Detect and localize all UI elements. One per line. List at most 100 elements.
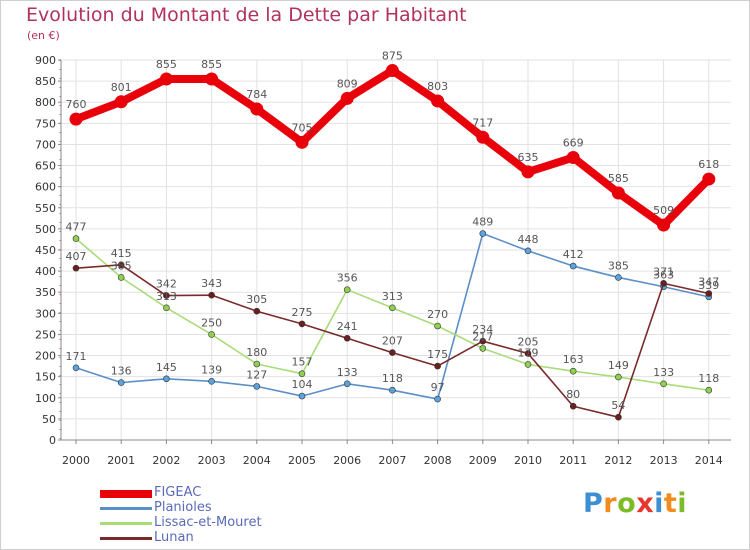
chart-title: Evolution du Montant de la Dette par Hab… [26,4,467,26]
logo-letter: i [654,488,664,519]
data-label: 618 [698,158,719,171]
data-point [208,331,215,338]
data-label: 145 [156,361,177,374]
data-point [615,274,622,281]
y-tick-label: 800 [35,96,56,109]
y-tick-label: 400 [35,265,56,278]
legend-item-lunan: Lunan [100,530,400,546]
data-point [389,304,396,312]
series-figeac [69,64,716,232]
legend-label: Lunan [154,530,194,545]
legend-item-figeac: FIGEAC [100,485,400,501]
data-point [431,94,445,108]
data-label: 180 [246,346,267,359]
data-point [611,186,625,200]
data-labels: 171 136 145 139 127 104 133 118 97 489 448 412 385 36… [66,50,720,413]
data-label: 448 [518,233,539,246]
data-point [569,262,577,270]
data-point [479,345,487,352]
legend-label: Lissac-et-Mouret [154,515,262,530]
data-label: 207 [382,335,403,348]
x-tick-label: 2005 [288,454,316,467]
series-lunan [72,261,713,421]
data-point [253,383,261,390]
logo-letter: o [617,488,637,519]
data-point [702,172,716,186]
x-tick-label: 2010 [514,454,542,467]
logo-letter: i [677,488,688,519]
y-tick-label: 700 [35,138,56,151]
data-label: 157 [292,356,313,369]
data-point [72,364,80,372]
y-tick-label: 150 [35,371,56,384]
logo-letter: x [636,488,655,519]
data-point [389,349,396,356]
data-label: 313 [156,290,177,303]
data-point [521,165,535,179]
series-lissac-et-mouret [72,235,713,394]
data-point [343,380,351,388]
data-label: 80 [566,388,580,401]
y-tick-label: 650 [35,160,56,173]
y-tick-label: 100 [35,392,56,405]
legend-swatch [100,490,152,498]
data-label: 205 [518,335,539,348]
data-label: 241 [337,320,358,333]
data-label: 875 [382,50,403,63]
data-label: 489 [472,216,493,229]
legend-swatch [100,507,152,510]
y-tick-label: 350 [35,286,56,299]
legend-item-lissac-et-mouret: Lissac-et-Mouret [100,515,400,531]
x-tick-label: 2013 [650,454,678,467]
y-tick-label: 750 [35,117,56,130]
data-label: 343 [201,277,222,290]
data-label: 415 [111,247,132,260]
data-label: 217 [472,330,493,343]
data-point [657,218,671,232]
data-point [385,64,399,78]
data-label: 363 [653,269,674,282]
data-point [69,112,83,126]
x-tick-label: 2009 [469,454,497,467]
proxiti-logo: Proxiti [583,488,687,519]
legend-swatch [100,537,152,540]
data-label: 305 [246,293,267,306]
data-label: 313 [382,290,403,303]
data-label: 717 [472,116,493,129]
x-tick-label: 2014 [695,454,723,467]
data-label: 133 [337,366,358,379]
data-point [298,370,306,378]
data-point [250,102,264,116]
data-label: 179 [518,346,539,359]
y-axis-unit: (en €) [27,29,60,42]
data-label: 407 [66,250,87,263]
data-point [205,72,219,86]
data-label: 139 [201,363,222,376]
data-point [253,360,261,368]
data-point [569,402,577,410]
data-point [660,380,667,388]
y-tick-label: 0 [49,434,56,447]
x-tick-label: 2001 [107,454,135,467]
legend-swatch [100,522,152,525]
y-tick-label: 850 [35,75,56,88]
x-tick-label: 2008 [424,454,452,467]
data-label: 339 [698,279,719,292]
y-tick-label: 500 [35,223,56,236]
y-tick-label: 250 [35,328,56,341]
x-tick-label: 2012 [604,454,632,467]
data-point [208,291,215,299]
data-label: 855 [201,58,222,71]
y-tick-label: 50 [42,413,56,426]
data-point [524,350,532,357]
y-tick-label: 200 [35,350,56,363]
data-point [615,373,622,381]
data-point [117,261,125,269]
data-point [343,334,351,342]
data-label: 585 [608,172,629,185]
data-point [569,367,577,375]
data-label: 385 [111,259,132,272]
data-label: 97 [431,381,445,394]
data-point [208,378,215,385]
